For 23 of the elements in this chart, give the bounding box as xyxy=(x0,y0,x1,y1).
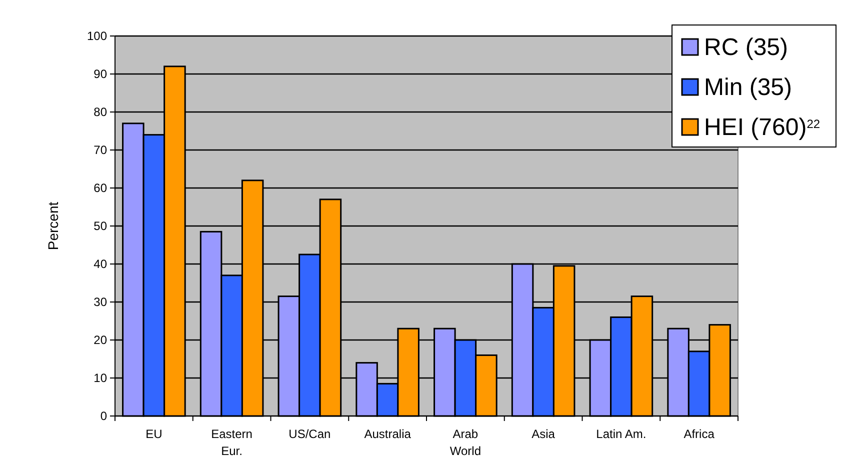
y-tick-label: 80 xyxy=(94,105,108,120)
legend-label: HEI (760)$^{22}$ xyxy=(704,114,820,141)
y-tick-label: 40 xyxy=(94,257,108,272)
y-tick-label: 50 xyxy=(94,219,108,234)
legend-label: Min (35) xyxy=(704,74,792,101)
y-tick-label: 100 xyxy=(86,29,108,44)
y-tick-label: 70 xyxy=(94,143,108,158)
y-tick-label: 30 xyxy=(94,295,108,310)
x-tick-label: Australia xyxy=(364,427,412,441)
x-tick-label: US/Can xyxy=(288,427,331,441)
x-tick-label: Eastern Eur. xyxy=(211,427,252,457)
legend-label: RC (35) xyxy=(704,34,788,61)
y-axis-title: Percent xyxy=(45,202,61,250)
y-tick-label: 20 xyxy=(94,333,108,348)
y-tick-label: 90 xyxy=(94,67,108,82)
y-tick-label: 0 xyxy=(100,409,108,424)
x-tick-label: Africa xyxy=(684,427,715,441)
y-tick-label: 60 xyxy=(94,181,108,196)
x-tick-label: Asia xyxy=(532,427,556,441)
x-tick-label: Latin Am. xyxy=(596,427,646,441)
x-tick-label: EU xyxy=(146,427,162,441)
x-tick-label: Arab World xyxy=(450,427,481,457)
y-tick-label: 10 xyxy=(94,371,108,386)
